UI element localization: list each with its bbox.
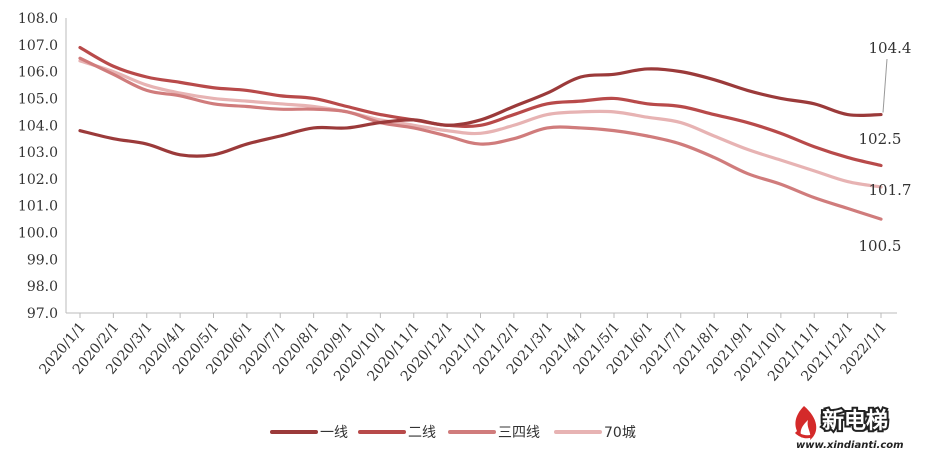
end-label-4: 101.7 bbox=[869, 181, 912, 199]
legend-label-2: 二线 bbox=[408, 425, 436, 441]
y-tick-label: 97.0 bbox=[27, 306, 58, 322]
flame-icon bbox=[794, 406, 817, 440]
y-tick-label: 98.0 bbox=[27, 279, 58, 295]
end-label-1: 104.4 bbox=[869, 39, 912, 57]
y-tick-label: 102.0 bbox=[18, 172, 58, 188]
watermark-logo: 新电梯 www.xindianti.com bbox=[790, 402, 920, 454]
legend-label-1: 一线 bbox=[320, 425, 348, 441]
watermark-url: www.xindianti.com bbox=[796, 440, 904, 451]
end-label-leader bbox=[882, 58, 888, 113]
y-tick-label: 106.0 bbox=[18, 65, 58, 81]
y-tick-label: 104.0 bbox=[18, 118, 58, 134]
series-lines bbox=[78, 45, 883, 221]
y-axis-ticks: 97.0 98.0 99.0 100.0 101.0 102.0 103.0 104.0 105… bbox=[18, 11, 58, 322]
series-line-1 bbox=[78, 67, 883, 158]
legend-label-3: 三四线 bbox=[498, 425, 540, 441]
y-tick-label: 108.0 bbox=[18, 11, 58, 27]
y-tick-label: 103.0 bbox=[18, 145, 58, 161]
y-tick-label: 100.0 bbox=[18, 226, 58, 242]
y-tick-label: 105.0 bbox=[18, 91, 58, 107]
y-tick-label: 99.0 bbox=[27, 252, 58, 268]
end-label-3: 100.5 bbox=[859, 237, 902, 255]
end-labels: 104.4 102.5 100.5 101.7 bbox=[859, 39, 912, 255]
legend: 一线 二线 三四线 70城 bbox=[270, 425, 636, 441]
y-tick-label: 101.0 bbox=[18, 199, 58, 215]
end-label-2: 102.5 bbox=[859, 130, 902, 148]
y-tick-label: 107.0 bbox=[18, 38, 58, 54]
legend-label-4: 70城 bbox=[604, 425, 636, 441]
watermark-brand: 新电梯 bbox=[822, 408, 888, 434]
series-line-3 bbox=[78, 56, 883, 221]
series-line-4 bbox=[78, 59, 883, 189]
x-axis-ticks: 2020/1/12020/2/12020/3/12020/4/12020/5/1… bbox=[36, 313, 890, 385]
series-line-2 bbox=[78, 45, 883, 168]
